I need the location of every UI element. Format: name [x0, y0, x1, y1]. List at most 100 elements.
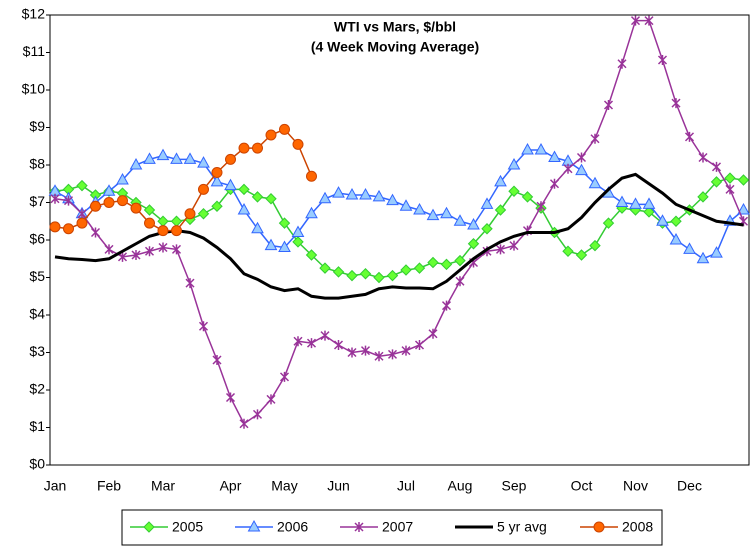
marker — [102, 184, 116, 196]
marker — [158, 242, 168, 253]
marker — [212, 355, 222, 365]
y-tick-label: $7 — [29, 193, 45, 209]
marker — [359, 268, 372, 280]
x-tick-label: May — [271, 478, 297, 494]
marker — [116, 172, 129, 185]
marker — [401, 345, 411, 356]
legend-marker — [143, 521, 155, 533]
marker — [332, 266, 345, 278]
marker — [426, 208, 440, 221]
marker — [399, 199, 413, 211]
x-tick-label: Jul — [397, 478, 415, 494]
marker — [103, 197, 115, 208]
marker — [251, 191, 264, 203]
marker — [684, 131, 695, 142]
marker — [725, 184, 735, 195]
marker — [197, 156, 210, 168]
marker — [414, 340, 425, 350]
marker — [354, 522, 364, 532]
marker — [413, 262, 426, 274]
y-tick-label: $6 — [29, 231, 45, 247]
marker — [117, 195, 128, 207]
marker — [319, 262, 331, 274]
x-tick-label: Apr — [220, 478, 242, 494]
marker — [144, 217, 155, 229]
y-tick-label: $9 — [29, 118, 45, 134]
marker — [710, 246, 723, 258]
marker — [76, 179, 88, 192]
marker — [143, 204, 156, 216]
y-tick-label: $12 — [22, 6, 46, 22]
marker — [400, 264, 412, 276]
marker — [278, 217, 291, 229]
legend-label: 5 yr avg — [497, 519, 547, 535]
marker — [360, 345, 371, 356]
marker — [63, 223, 74, 235]
marker — [644, 15, 654, 26]
marker — [143, 152, 156, 164]
marker — [589, 239, 601, 252]
series-line — [54, 177, 744, 279]
marker — [306, 170, 317, 182]
legend-box — [121, 509, 663, 546]
marker — [266, 394, 276, 405]
marker — [373, 271, 385, 284]
marker — [593, 521, 605, 533]
marker — [372, 189, 386, 202]
marker — [238, 142, 250, 154]
series-line — [54, 128, 313, 232]
marker — [698, 152, 708, 163]
marker — [630, 15, 641, 26]
marker — [453, 214, 467, 226]
marker — [305, 206, 318, 219]
marker — [670, 215, 682, 227]
marker — [454, 254, 466, 267]
marker — [711, 161, 722, 172]
y-tick-label: $5 — [29, 268, 45, 284]
x-tick-label: Dec — [677, 478, 702, 494]
x-tick-label: Sep — [502, 478, 527, 494]
marker — [265, 193, 277, 205]
marker — [90, 227, 101, 238]
marker — [347, 347, 357, 358]
marker — [279, 371, 290, 382]
marker — [494, 204, 507, 216]
marker — [575, 249, 588, 261]
marker — [617, 58, 627, 69]
marker — [643, 206, 655, 218]
x-tick-label: Jan — [44, 478, 67, 494]
marker — [683, 242, 696, 254]
marker — [129, 157, 143, 170]
marker — [292, 138, 304, 150]
x-tick-label: Feb — [97, 478, 121, 494]
marker — [198, 183, 209, 195]
marker — [104, 244, 114, 255]
marker — [615, 195, 629, 207]
marker — [508, 185, 520, 197]
x-tick-label: Aug — [448, 478, 473, 494]
marker — [576, 152, 587, 163]
chart-subtitle: (4 Week Moving Average) — [311, 39, 479, 55]
marker — [386, 269, 399, 282]
marker — [184, 208, 196, 220]
marker — [642, 197, 656, 209]
marker — [346, 269, 358, 282]
marker — [264, 238, 278, 251]
series-line — [54, 19, 745, 425]
y-tick-label: $11 — [23, 43, 46, 59]
marker — [237, 202, 251, 215]
marker — [238, 183, 250, 196]
marker — [427, 256, 439, 269]
marker — [455, 276, 465, 287]
marker — [279, 123, 290, 135]
marker — [657, 55, 668, 65]
marker — [170, 215, 183, 227]
marker — [170, 152, 183, 164]
marker — [211, 200, 223, 212]
marker — [305, 249, 318, 261]
marker — [225, 392, 236, 403]
marker — [440, 258, 453, 271]
marker — [440, 206, 453, 219]
marker — [239, 418, 249, 429]
